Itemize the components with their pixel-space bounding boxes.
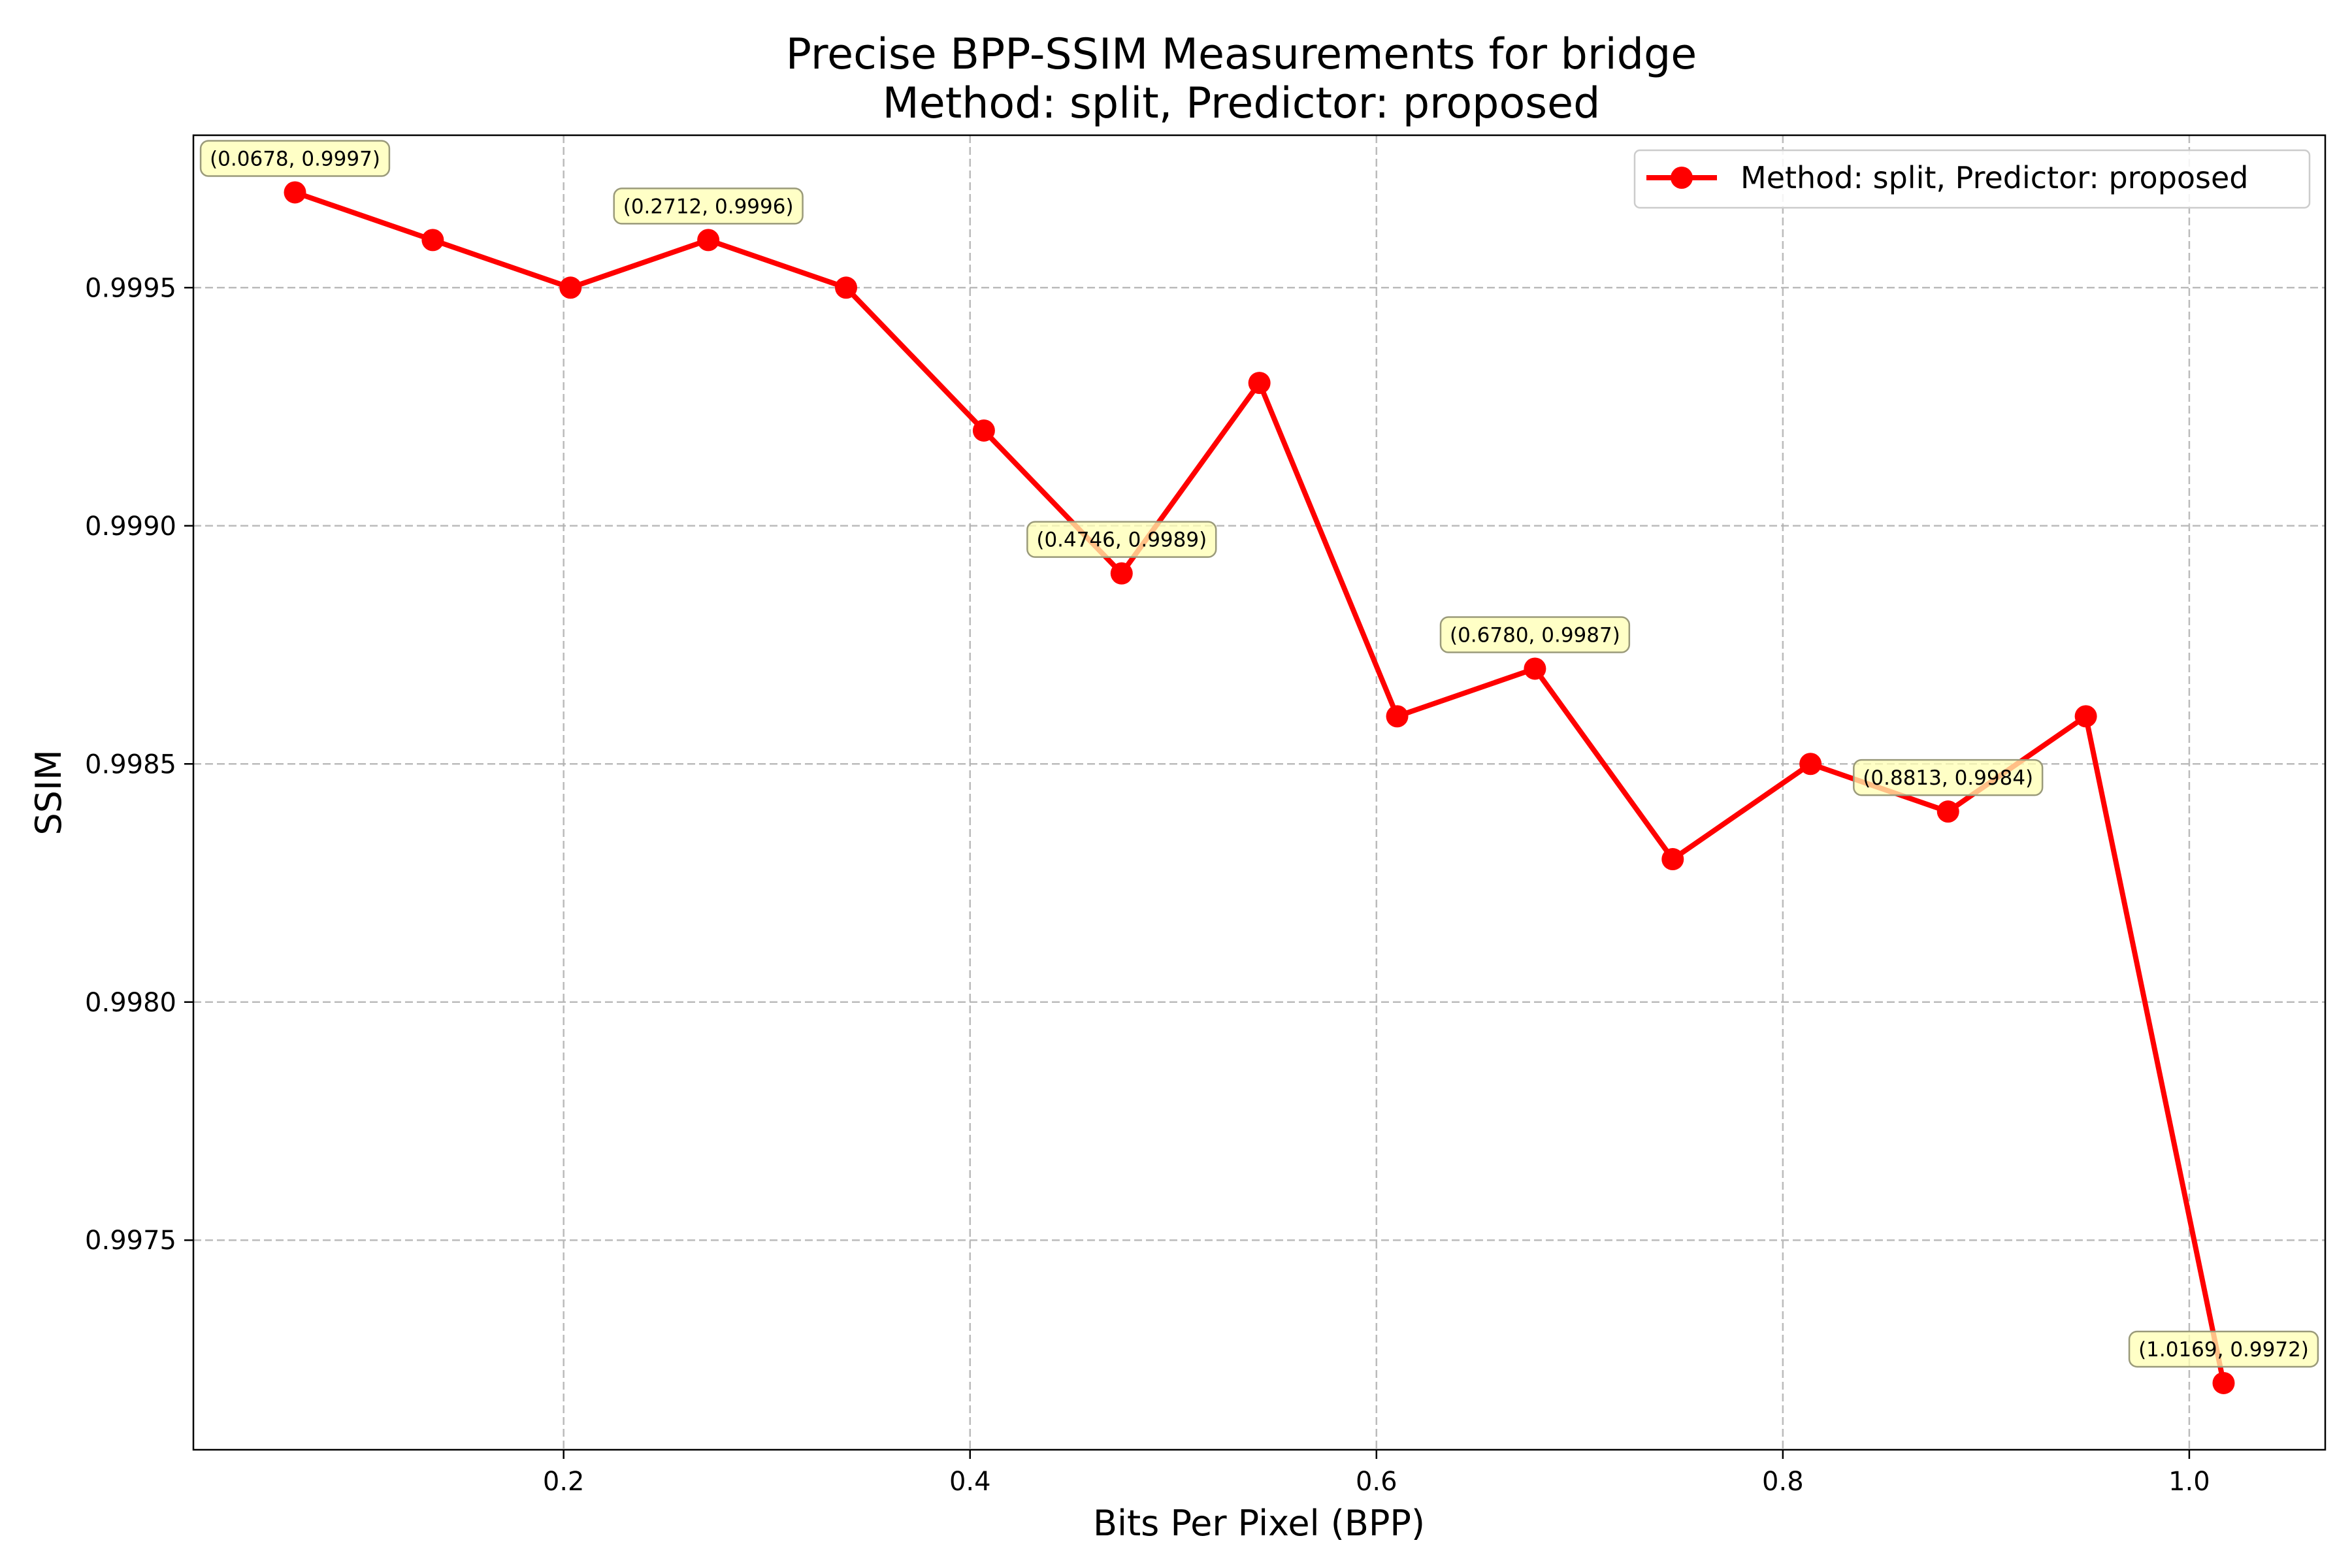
annotation-label-1: (0.2712, 0.9996): [623, 195, 794, 218]
data-point-3: [697, 229, 720, 252]
y-tick-label-2: 0.9985: [85, 749, 176, 779]
x-tick-label-3: 0.8: [1762, 1467, 1804, 1497]
data-point-6: [1110, 562, 1133, 585]
x-axis-label: Bits Per Pixel (BPP): [1093, 1503, 1425, 1544]
annotation-box-0: [199, 140, 391, 177]
annotation-1: (0.2712, 0.9996): [613, 188, 804, 225]
annotation-box-4: [1853, 759, 2044, 796]
data-point-5: [972, 419, 995, 442]
annotation-box-2: [1026, 521, 1217, 558]
annotation-label-2: (0.4746, 0.9989): [1036, 529, 1207, 552]
legend-label: Method: split, Predictor: proposed: [1740, 160, 2249, 195]
data-point-7: [1248, 372, 1271, 395]
annotation-4: (0.8813, 0.9984): [1853, 759, 2044, 796]
x-tick-label-0: 0.2: [543, 1467, 585, 1497]
data-point-12: [1936, 800, 1959, 823]
y-axis-label: SSIM: [28, 749, 69, 835]
data-point-1: [421, 229, 444, 252]
data-point-11: [1799, 753, 1822, 776]
x-tick-label-1: 0.4: [949, 1467, 991, 1497]
chart-title-line1: Precise BPP-SSIM Measurements for bridge: [786, 30, 1697, 79]
data-point-8: [1386, 705, 1409, 728]
tick-layer: 0.2 0.4 0.6 0.8 1.0 0.9975 0.9980 0.9985 0.9990 0…: [85, 273, 2210, 1497]
annotation-3: (0.6780, 0.9987): [1439, 616, 1631, 653]
annotation-box-1: [613, 188, 804, 225]
annotation-label-5: (1.0169, 0.9972): [2138, 1338, 2309, 1362]
y-tick-label-1: 0.9980: [85, 988, 176, 1018]
annotation-layer: (0.0678, 0.9997) (0.2712, 0.9996) (0.4746,…: [199, 140, 2319, 1368]
y-tick-label-3: 0.9990: [85, 512, 176, 542]
data-point-10: [1661, 848, 1684, 871]
x-tick-label-4: 1.0: [2168, 1467, 2210, 1497]
data-point-0: [284, 181, 306, 204]
plot-area-frame: [192, 134, 2327, 1451]
annotation-5: (1.0169, 0.9972): [2128, 1330, 2319, 1368]
legend: Method: split, Predictor: proposed: [1633, 149, 2311, 209]
data-point-2: [559, 276, 582, 299]
annotation-0: (0.0678, 0.9997): [199, 140, 391, 177]
annotation-label-3: (0.6780, 0.9987): [1450, 623, 1620, 647]
legend-marker-sample: [1671, 167, 1693, 189]
annotation-label-0: (0.0678, 0.9997): [210, 147, 380, 171]
x-tick-label-2: 0.6: [1356, 1467, 1397, 1497]
data-point-4: [835, 276, 858, 299]
annotation-2: (0.4746, 0.9989): [1026, 521, 1217, 558]
legend-box: [1633, 149, 2311, 209]
annotation-label-4: (0.8813, 0.9984): [1863, 766, 2033, 790]
grid-layer: [193, 135, 2325, 1450]
data-point-14: [2212, 1371, 2235, 1394]
annotation-box-5: [2128, 1330, 2319, 1368]
chart-title-line2: Method: split, Predictor: proposed: [883, 79, 1601, 128]
annotation-box-3: [1439, 616, 1631, 653]
data-point-9: [1524, 657, 1546, 680]
data-point-13: [2074, 705, 2097, 728]
y-tick-label-4: 0.9995: [85, 273, 176, 303]
y-tick-label-0: 0.9975: [85, 1226, 176, 1256]
